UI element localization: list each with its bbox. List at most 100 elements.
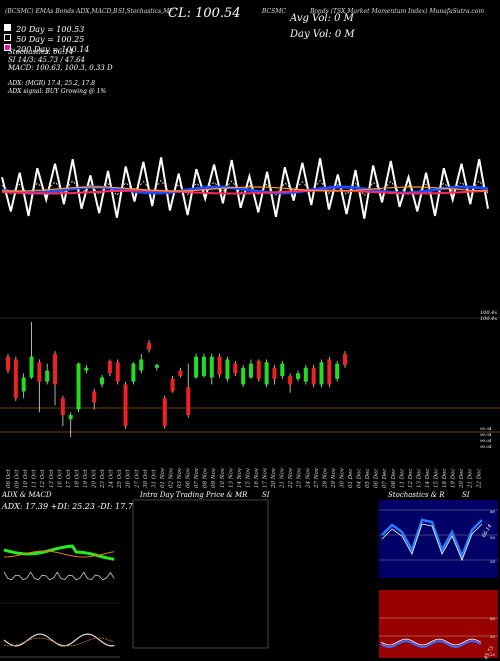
date-label: 14 Nov [237, 467, 243, 488]
candle-body [319, 362, 324, 385]
candle-body [194, 356, 199, 378]
candle-body [303, 367, 308, 382]
date-label: 17 Oct [66, 469, 72, 488]
candle-body [139, 359, 144, 371]
legend-adx-signal: ADX signal: BUY Growing @ 1% [8, 88, 107, 95]
date-label: 21 Dec [468, 469, 474, 490]
candle-body [60, 398, 65, 415]
candle-body [123, 384, 128, 427]
date-label: 06 Nov [186, 467, 192, 488]
date-label: 22 Nov [288, 467, 294, 489]
date-label: 15 Nov [245, 467, 251, 488]
ticker-code: BCSMC [262, 8, 286, 15]
candle-body [147, 342, 152, 350]
legend-adx: ADX: (MGR) 17.4, 25.2, 17.8 [8, 80, 96, 87]
date-label: 01 Nov [160, 467, 166, 488]
candle-body [280, 363, 285, 377]
candle-body [170, 378, 175, 392]
candle-body [272, 367, 277, 379]
ema200-line [1, 189, 489, 195]
candle-body [186, 387, 191, 415]
adx-white-line [3, 571, 115, 581]
price-label-2: 100.4x [480, 316, 498, 322]
date-label: 22 Dec [476, 469, 482, 490]
chart-title-left: (BCSMC) EMAs Bonds ADX,MACD,B [5, 8, 118, 15]
stochastic-line [1, 157, 489, 219]
legend-ema200-text: 200 Day = 100.14 [16, 45, 90, 54]
date-label: 09 Oct [15, 469, 21, 488]
candle-body [248, 363, 253, 378]
date-label: 25 Oct [117, 469, 123, 489]
candle-body [162, 398, 167, 427]
date-label: 16 Nov [254, 467, 260, 488]
candle-body [311, 367, 316, 385]
date-label: 23 Oct [100, 469, 106, 489]
intraday-panel [132, 499, 269, 649]
date-label: 01 Dec [348, 469, 354, 489]
legend-swatch-ema50 [4, 34, 11, 41]
price-label-6: 90.04 [480, 444, 492, 449]
candle-body [233, 363, 238, 374]
legend-stoch: Stochastics: 66.14 [8, 48, 74, 56]
date-label: 23 Nov [297, 467, 303, 489]
intraday-title: Intra Day Trading Price & MR [140, 491, 248, 499]
main-chart: 06 Oct 09 Oct 10 Oct 11 Oct 12 Oct 13 Oct 16 O… [0, 157, 500, 490]
adx-green-line [3, 544, 115, 561]
legend-ema20-text: 20 Day = 100.53 [16, 25, 85, 34]
candle-body [6, 356, 10, 371]
candle-body [76, 363, 81, 410]
adx-values: ADX: 17.39 +DI: 25.23 -DI: 17.76 [2, 502, 138, 511]
date-label: 13 Dec [416, 469, 422, 489]
stoch-tick-50: 50 [490, 535, 496, 540]
close-price: CL: 100.54 [168, 6, 241, 21]
date-label: 21 Nov [280, 467, 286, 489]
stoch-mf-label: SI,Stochastics,MF [118, 8, 174, 15]
price-label-4: 90.04 [480, 432, 492, 437]
candle-body [53, 353, 58, 385]
date-label: 08 Nov [203, 467, 209, 488]
date-label: 02 Nov [168, 467, 174, 488]
date-label: 14 Dec [425, 469, 431, 489]
candle-body [327, 359, 332, 385]
legend-swatch-ema200 [4, 44, 11, 51]
stoch-tick-20: 20 [490, 559, 496, 564]
date-label: 13 Nov [228, 467, 234, 488]
date-label: 06 Oct [6, 469, 12, 488]
date-label: 31 Oct [151, 469, 157, 488]
date-label: 30 Oct [143, 469, 149, 488]
candle-body [29, 356, 34, 378]
stoch-signal-line [381, 523, 483, 562]
candle-body [343, 353, 347, 365]
macd-line [3, 633, 115, 647]
price-label-5: 90.04 [480, 438, 492, 443]
candle-body [256, 360, 261, 379]
si-label-mid: SI [262, 491, 270, 499]
candle-body [107, 360, 112, 374]
date-label: 12 Dec [408, 469, 414, 489]
macd-signal-line [3, 637, 115, 647]
date-label: 27 Oct [134, 469, 140, 489]
candle-body [241, 367, 246, 385]
legend-macd: MACD: 100.63, 100.3, 0.33 D [8, 64, 113, 72]
candle-body [295, 373, 300, 379]
date-label: 09 Nov [211, 467, 217, 488]
ema50-line [1, 186, 489, 192]
si-tick-50: 50 [490, 634, 496, 639]
candle-body [13, 359, 18, 399]
legend-si: SI 14/3: 45.73 / 47.64 [8, 56, 85, 64]
legend-swatch-ema20 [4, 24, 11, 31]
date-label: 27 Nov [314, 467, 320, 489]
candle-body [100, 377, 105, 385]
candle-body [131, 363, 136, 382]
bottom-panels [0, 499, 498, 658]
candle-body [225, 359, 230, 379]
avg-volume: Avg Vol: 0 M [290, 13, 354, 24]
legend-ema50-text: 50 Day = 100.25 [16, 35, 85, 44]
date-label: 20 Nov [271, 467, 277, 489]
date-label: 04 Dec [357, 469, 363, 489]
legend-ema200: 200 Day = 100.14 [4, 37, 89, 56]
candle-body [45, 370, 50, 382]
date-label: 11 Oct [32, 469, 38, 488]
si-tick-80: 80 [490, 616, 496, 621]
si-signal-line [380, 638, 482, 646]
